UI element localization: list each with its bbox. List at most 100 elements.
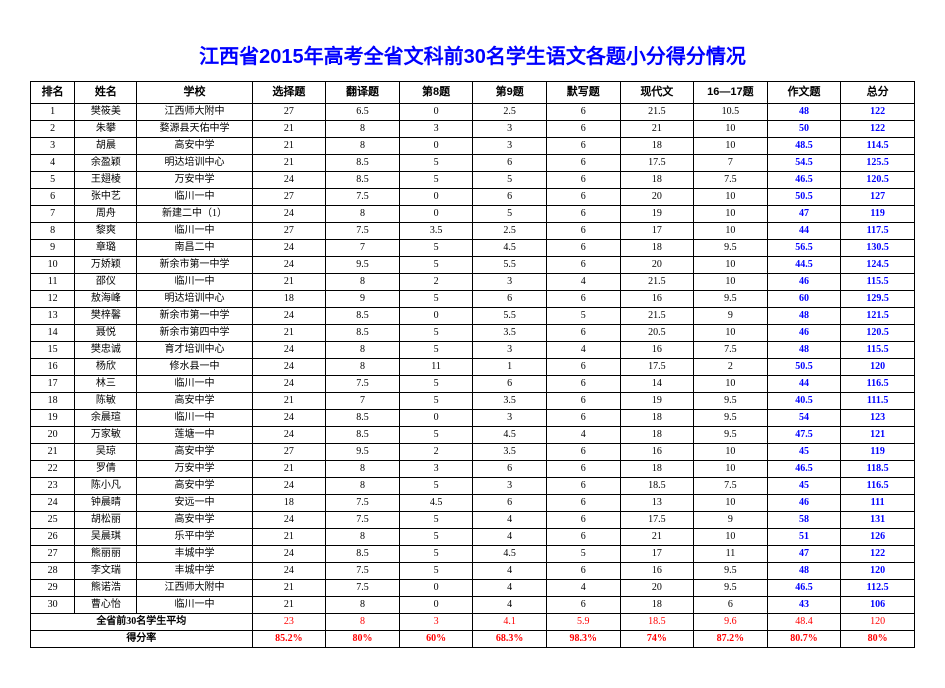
table-cell: 21 xyxy=(252,529,326,546)
table-cell: 46 xyxy=(767,274,841,291)
table-cell: 48.5 xyxy=(767,138,841,155)
table-cell: 婺源县天佑中学 xyxy=(137,121,252,138)
table-cell: 27 xyxy=(252,189,326,206)
table-cell: 高安中学 xyxy=(137,478,252,495)
table-row: 5王翅棱万安中学248.5556187.546.5120.5 xyxy=(31,172,915,189)
table-cell: 9 xyxy=(31,240,75,257)
table-cell: 122 xyxy=(841,121,915,138)
col-header: 第9题 xyxy=(473,82,547,104)
col-header: 翻译题 xyxy=(326,82,400,104)
table-cell: 江西师大附中 xyxy=(137,580,252,597)
table-cell: 5 xyxy=(399,512,473,529)
table-cell: 24 xyxy=(252,257,326,274)
table-cell: 18 xyxy=(620,172,694,189)
table-cell: 17 xyxy=(620,223,694,240)
table-cell: 10 xyxy=(694,274,768,291)
table-cell: 陈敏 xyxy=(75,393,137,410)
table-cell: 18 xyxy=(252,495,326,512)
table-cell: 胡晨 xyxy=(75,138,137,155)
table-cell: 临川一中 xyxy=(137,274,252,291)
table-cell: 6 xyxy=(473,291,547,308)
col-header: 16—17题 xyxy=(694,82,768,104)
table-cell: 3 xyxy=(399,461,473,478)
table-cell: 8 xyxy=(326,597,400,614)
table-row: 23陈小凡高安中学24853618.57.545116.5 xyxy=(31,478,915,495)
table-cell: 熊丽丽 xyxy=(75,546,137,563)
table-cell: 2 xyxy=(399,444,473,461)
table-cell: 20 xyxy=(620,580,694,597)
table-cell: 6 xyxy=(546,121,620,138)
table-row: 20万家敏莲塘一中248.554.54189.547.5121 xyxy=(31,427,915,444)
table-cell: 9 xyxy=(694,308,768,325)
table-cell: 6 xyxy=(546,529,620,546)
table-cell: 5 xyxy=(399,427,473,444)
table-cell: 125.5 xyxy=(841,155,915,172)
table-cell: 10 xyxy=(694,189,768,206)
table-cell: 杨欣 xyxy=(75,359,137,376)
table-cell: 章璐 xyxy=(75,240,137,257)
table-cell: 18 xyxy=(252,291,326,308)
table-cell: 8 xyxy=(326,359,400,376)
col-header: 学校 xyxy=(137,82,252,104)
table-cell: 115.5 xyxy=(841,274,915,291)
table-cell: 4 xyxy=(546,342,620,359)
table-row: 13樊梓馨新余市第一中学248.505.5521.5948121.5 xyxy=(31,308,915,325)
table-cell: 120.5 xyxy=(841,325,915,342)
col-header: 总分 xyxy=(841,82,915,104)
table-cell: 45 xyxy=(767,478,841,495)
table-row: 11邵仪临川一中21823421.51046115.5 xyxy=(31,274,915,291)
col-header: 现代文 xyxy=(620,82,694,104)
table-row: 17林三临川一中247.5566141044116.5 xyxy=(31,376,915,393)
table-cell: 4 xyxy=(546,580,620,597)
table-cell: 李文瑞 xyxy=(75,563,137,580)
table-cell: 16 xyxy=(620,342,694,359)
table-cell: 4.5 xyxy=(473,427,547,444)
table-row: 28李文瑞丰城中学247.5546169.548120 xyxy=(31,563,915,580)
table-cell: 10 xyxy=(694,325,768,342)
table-cell: 20 xyxy=(620,257,694,274)
table-cell: 5 xyxy=(473,206,547,223)
table-cell: 58 xyxy=(767,512,841,529)
table-cell: 樊忠诚 xyxy=(75,342,137,359)
table-cell: 万安中学 xyxy=(137,172,252,189)
table-cell: 10 xyxy=(694,206,768,223)
summary-cell: 98.3% xyxy=(546,631,620,648)
table-cell: 23 xyxy=(31,478,75,495)
col-header: 排名 xyxy=(31,82,75,104)
table-cell: 万安中学 xyxy=(137,461,252,478)
table-cell: 46 xyxy=(767,495,841,512)
table-cell: 胡松丽 xyxy=(75,512,137,529)
table-cell: 112.5 xyxy=(841,580,915,597)
table-cell: 2.5 xyxy=(473,104,547,121)
table-cell: 6 xyxy=(546,376,620,393)
table-row: 26吴晨琪乐平中学218546211051126 xyxy=(31,529,915,546)
summary-cell: 4.1 xyxy=(473,614,547,631)
summary-cell: 3 xyxy=(399,614,473,631)
table-cell: 20.5 xyxy=(620,325,694,342)
table-cell: 48 xyxy=(767,308,841,325)
table-cell: 6 xyxy=(546,291,620,308)
table-cell: 18 xyxy=(620,410,694,427)
table-cell: 10 xyxy=(694,223,768,240)
table-cell: 11 xyxy=(694,546,768,563)
table-cell: 0 xyxy=(399,308,473,325)
table-cell: 7.5 xyxy=(694,172,768,189)
table-cell: 吴晨琪 xyxy=(75,529,137,546)
table-cell: 21 xyxy=(252,121,326,138)
table-cell: 临川一中 xyxy=(137,189,252,206)
table-cell: 28 xyxy=(31,563,75,580)
table-cell: 120 xyxy=(841,359,915,376)
table-cell: 121 xyxy=(841,427,915,444)
table-cell: 18 xyxy=(620,597,694,614)
table-cell: 126 xyxy=(841,529,915,546)
table-cell: 4.5 xyxy=(473,240,547,257)
table-cell: 2 xyxy=(399,274,473,291)
table-cell: 5 xyxy=(473,172,547,189)
table-cell: 0 xyxy=(399,580,473,597)
table-cell: 3 xyxy=(473,274,547,291)
table-cell: 8.5 xyxy=(326,155,400,172)
table-cell: 116.5 xyxy=(841,478,915,495)
table-cell: 5.5 xyxy=(473,257,547,274)
table-cell: 6 xyxy=(473,155,547,172)
summary-rate-row: 得分率 85.2% 80% 60% 68.3% 98.3% 74% 87.2% … xyxy=(31,631,915,648)
